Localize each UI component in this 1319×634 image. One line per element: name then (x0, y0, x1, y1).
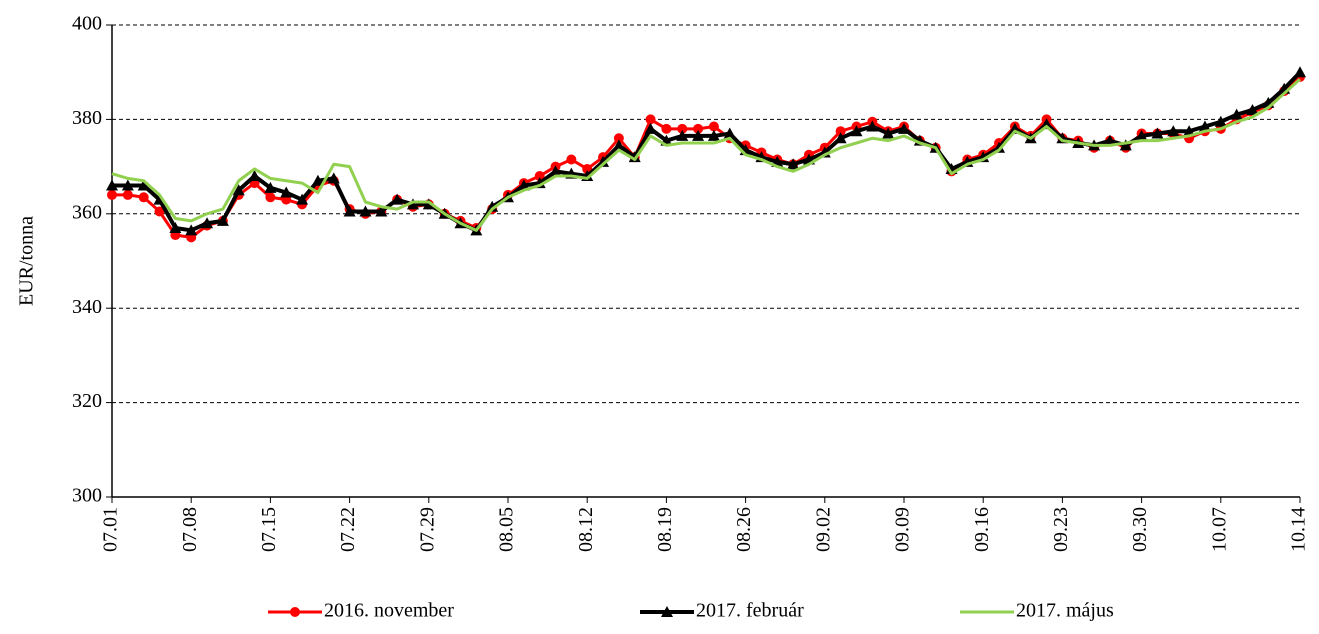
series-marker (216, 214, 229, 226)
series-marker (549, 165, 562, 177)
series-marker (185, 224, 198, 236)
x-tick-label: 10.07 (1208, 507, 1230, 552)
x-tick-label: 07.29 (416, 507, 438, 552)
legend-label: 2017. február (696, 600, 804, 622)
series-marker (1183, 125, 1196, 137)
series-marker (107, 189, 117, 200)
series-marker (787, 158, 800, 170)
series-marker (645, 114, 656, 125)
legend-marker (290, 607, 300, 617)
series-marker (1119, 139, 1132, 151)
x-tick-label: 09.30 (1129, 507, 1151, 552)
x-tick-label: 08.12 (575, 507, 597, 552)
series-marker (835, 126, 846, 137)
series-marker (707, 129, 720, 141)
legend-label: 2016. november (324, 600, 454, 622)
series-marker (597, 155, 610, 167)
series-marker (898, 122, 910, 134)
series-marker (121, 179, 134, 191)
x-tick-label: 09.09 (892, 507, 914, 552)
series-line (111, 78, 1301, 232)
series-marker (296, 193, 309, 205)
y-tick-label: 360 (72, 201, 102, 223)
series-marker (343, 205, 356, 217)
series-marker (154, 206, 165, 217)
series-marker (677, 123, 688, 134)
series-marker (137, 179, 150, 191)
series-marker (1198, 120, 1211, 132)
series-marker (1151, 127, 1164, 139)
x-tick-label: 09.23 (1050, 507, 1072, 552)
series-marker (264, 181, 277, 193)
y-tick-label: 300 (72, 485, 102, 507)
series-marker (232, 184, 245, 196)
y-tick-label: 340 (72, 296, 102, 318)
x-tick-label: 08.05 (496, 507, 518, 552)
series-marker (676, 129, 689, 141)
y-tick-label: 320 (72, 390, 102, 412)
series-marker (834, 132, 847, 144)
series-marker (1294, 66, 1306, 78)
series-marker (311, 174, 324, 186)
series-marker (850, 125, 863, 137)
x-tick-label: 07.08 (179, 507, 201, 552)
series-marker (375, 205, 388, 217)
series-marker (692, 129, 705, 141)
series-marker (661, 123, 672, 134)
series-marker (327, 172, 340, 184)
series-line (112, 70, 1302, 233)
series-marker (993, 141, 1006, 153)
x-tick-label: 07.22 (337, 507, 359, 552)
series-marker (486, 200, 499, 212)
series-marker (693, 123, 704, 134)
series-marker (138, 192, 149, 203)
series-marker (612, 139, 625, 151)
legend-label: 2017. május (1016, 600, 1114, 622)
series-marker (106, 179, 118, 191)
x-tick-label: 07.15 (258, 507, 280, 552)
series-marker (169, 221, 182, 233)
series-marker (1246, 103, 1259, 115)
series-marker (644, 122, 657, 134)
series-marker (1135, 129, 1148, 141)
series-marker (1103, 134, 1116, 146)
x-tick-label: 09.16 (971, 507, 993, 552)
y-tick-label: 400 (72, 13, 102, 35)
series-marker (1040, 118, 1053, 130)
series-marker (122, 189, 133, 200)
series-marker (1167, 125, 1180, 137)
x-tick-label: 09.02 (812, 507, 834, 552)
series-marker (1214, 115, 1227, 127)
series-marker (517, 179, 530, 191)
series-marker (1230, 108, 1243, 120)
series-marker (201, 217, 214, 229)
series-marker (566, 154, 577, 165)
series-marker (248, 170, 261, 182)
series-marker (613, 133, 624, 144)
series-marker (359, 205, 372, 217)
series-marker (723, 127, 736, 139)
series-marker (882, 127, 895, 139)
series-marker (866, 120, 879, 132)
y-tick-label: 380 (72, 107, 102, 129)
series-marker (391, 193, 404, 205)
series-marker (708, 121, 719, 132)
series-marker (406, 198, 419, 210)
x-tick-label: 08.26 (733, 507, 755, 552)
legend-marker (661, 606, 673, 617)
y-axis-label: EUR/tonna (16, 216, 38, 306)
series-marker (265, 192, 276, 203)
series-marker (280, 186, 293, 198)
x-tick-label: 07.01 (100, 507, 122, 552)
x-tick-label: 10.14 (1288, 507, 1310, 552)
x-tick-label: 08.19 (654, 507, 676, 552)
series-marker (534, 171, 545, 182)
